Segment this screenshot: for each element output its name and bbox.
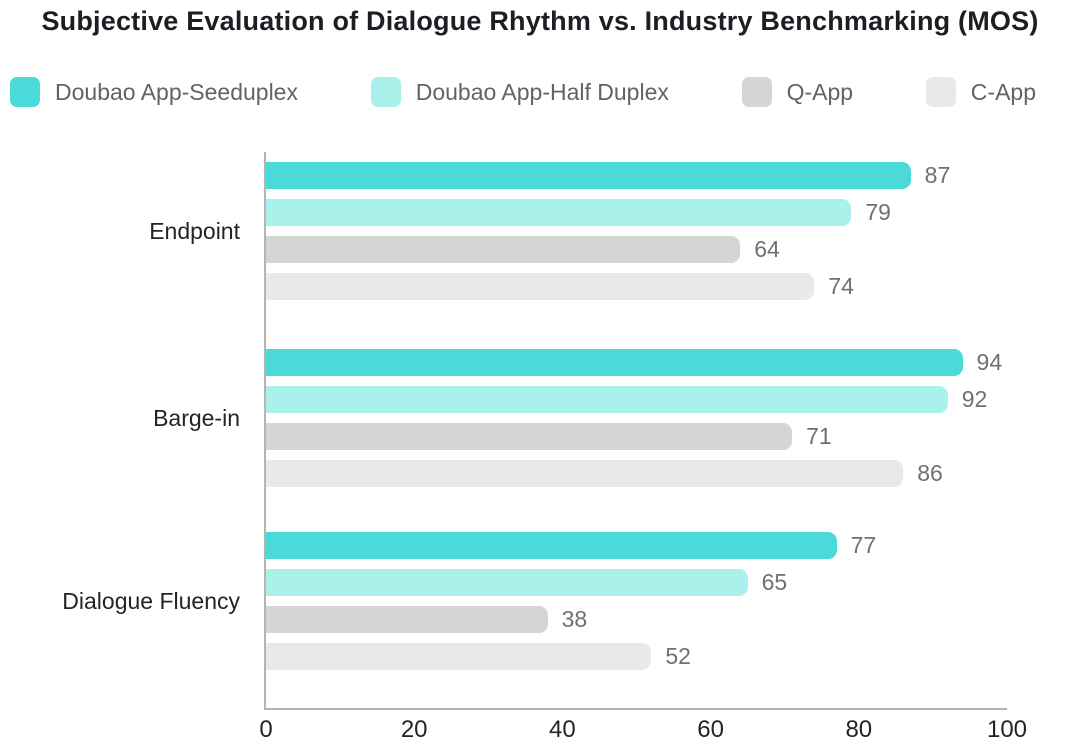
bar-value-label: 38 bbox=[561, 606, 588, 632]
bar-value-label: 92 bbox=[961, 386, 988, 412]
bar-value-label: 87 bbox=[924, 162, 951, 188]
bar bbox=[266, 643, 652, 670]
bar-group: 87 79 64 74 bbox=[266, 162, 1007, 300]
legend-label: Q-App bbox=[786, 78, 854, 105]
bar-value-label: 79 bbox=[865, 199, 891, 225]
bar-group: 77 65 38 52 bbox=[266, 532, 1007, 670]
bar bbox=[266, 460, 904, 487]
legend-item: Doubao App-Seeduplex bbox=[10, 77, 298, 107]
x-axis-tick-label: 60 bbox=[697, 716, 724, 743]
bar-value-label: 94 bbox=[976, 349, 1003, 375]
bar-value-label: 74 bbox=[828, 273, 854, 299]
legend-label: Doubao App-Seeduplex bbox=[55, 78, 298, 105]
bar-row: 94 bbox=[266, 349, 1007, 376]
legend-item: Q-App bbox=[741, 77, 854, 107]
bar bbox=[266, 199, 852, 226]
bar-row: 71 bbox=[266, 423, 1007, 450]
bar-row: 38 bbox=[266, 606, 1007, 633]
bar bbox=[266, 423, 793, 450]
legend-item: Doubao App-Half Duplex bbox=[370, 77, 669, 107]
legend-label: C-App bbox=[970, 78, 1036, 105]
bar bbox=[266, 569, 748, 596]
bar-row: 92 bbox=[266, 386, 1007, 413]
bar-row: 52 bbox=[266, 643, 1007, 670]
x-axis-tick-label: 100 bbox=[986, 716, 1028, 743]
bar-value-label: 86 bbox=[917, 460, 943, 486]
category-label: Barge-in bbox=[153, 405, 240, 431]
x-axis-tick-label: 20 bbox=[400, 716, 428, 743]
plot-area: 87 79 64 74 94 92 71 86 77 65 38 52 bbox=[264, 152, 1007, 710]
bar bbox=[266, 606, 548, 633]
legend-swatch bbox=[10, 77, 40, 107]
bar-value-label: 71 bbox=[806, 423, 832, 449]
bar bbox=[266, 162, 911, 189]
category-label: Endpoint bbox=[149, 218, 240, 244]
bar-row: 65 bbox=[266, 569, 1007, 596]
bar-value-label: 77 bbox=[850, 532, 877, 558]
bar-row: 74 bbox=[266, 273, 1007, 300]
bar bbox=[266, 236, 741, 263]
bar-row: 79 bbox=[266, 199, 1007, 226]
bar-group: 94 92 71 86 bbox=[266, 349, 1007, 487]
legend: Doubao App-Seeduplex Doubao App-Half Dupl… bbox=[10, 76, 1036, 108]
bar bbox=[266, 386, 948, 413]
category-label: Dialogue Fluency bbox=[62, 588, 240, 614]
bar-value-label: 65 bbox=[761, 569, 788, 595]
bar-row: 77 bbox=[266, 532, 1007, 559]
x-axis-tick-label: 0 bbox=[259, 716, 273, 743]
legend-swatch bbox=[741, 77, 772, 107]
bar bbox=[266, 273, 815, 300]
legend-swatch bbox=[925, 77, 956, 107]
bar-row: 87 bbox=[266, 162, 1007, 189]
legend-label: Doubao App-Half Duplex bbox=[415, 78, 669, 105]
legend-swatch bbox=[370, 77, 401, 107]
x-axis-tick-label: 40 bbox=[549, 716, 576, 743]
legend-item: C-App bbox=[925, 77, 1036, 107]
bar-row: 64 bbox=[266, 236, 1007, 263]
bar-value-label: 52 bbox=[665, 643, 691, 669]
chart-title: Subjective Evaluation of Dialogue Rhythm… bbox=[41, 6, 1039, 36]
bar-row: 86 bbox=[266, 460, 1007, 487]
x-axis-tick-label: 80 bbox=[845, 716, 873, 743]
bar bbox=[266, 349, 963, 376]
bar-value-label: 64 bbox=[754, 236, 780, 262]
bar bbox=[266, 532, 837, 559]
